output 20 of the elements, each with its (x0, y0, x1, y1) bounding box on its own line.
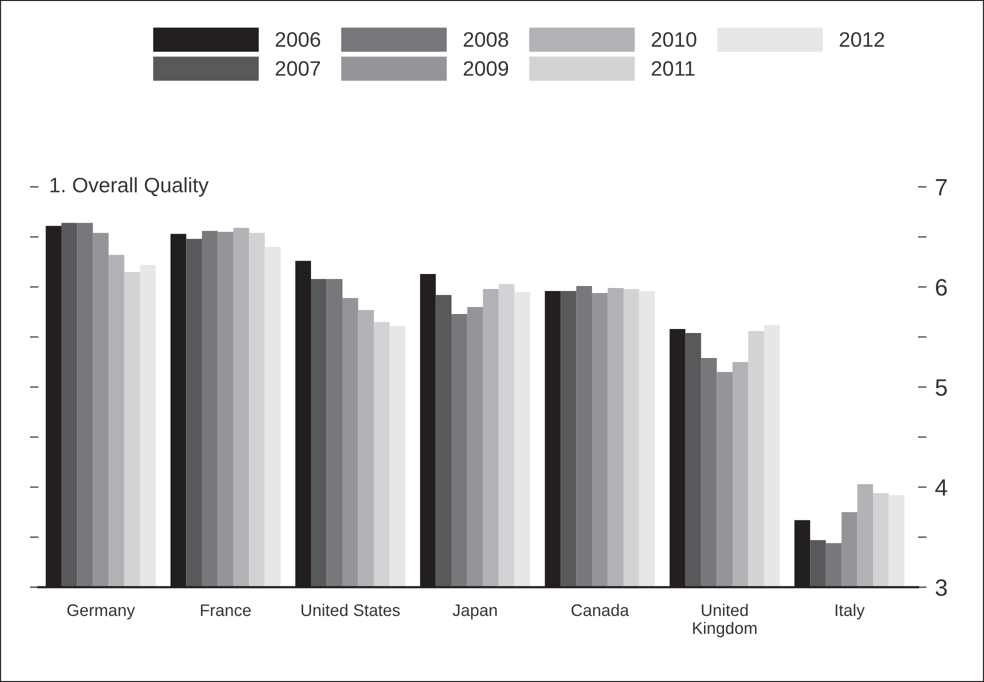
legend-label: 2012 (840, 32, 884, 47)
x-tick-label: United Kingdom (693, 604, 756, 638)
y-tick-label: 4 (935, 479, 948, 496)
x-tick-label: United States (302, 604, 400, 616)
y-tick-label: 5 (936, 379, 947, 396)
chart-title: 1. Overall Quality (50, 177, 209, 197)
x-tick-label: Canada (572, 604, 630, 616)
x-tick-label: France (200, 604, 251, 616)
y-tick-label: 3 (936, 579, 947, 596)
x-tick-label: Japan (452, 604, 497, 620)
legend-label: 2011 (652, 61, 695, 76)
legend-label: 2006 (276, 32, 320, 47)
legend-label: 2009 (464, 61, 508, 76)
y-tick-label: 6 (936, 279, 947, 296)
legend-label: 2008 (464, 32, 508, 47)
y-tick-label: 7 (936, 179, 947, 196)
x-tick-label: Italy (836, 604, 865, 620)
legend-label: 2010 (652, 32, 696, 47)
legend-label: 2007 (276, 61, 320, 76)
x-tick-label: Germany (67, 604, 136, 620)
